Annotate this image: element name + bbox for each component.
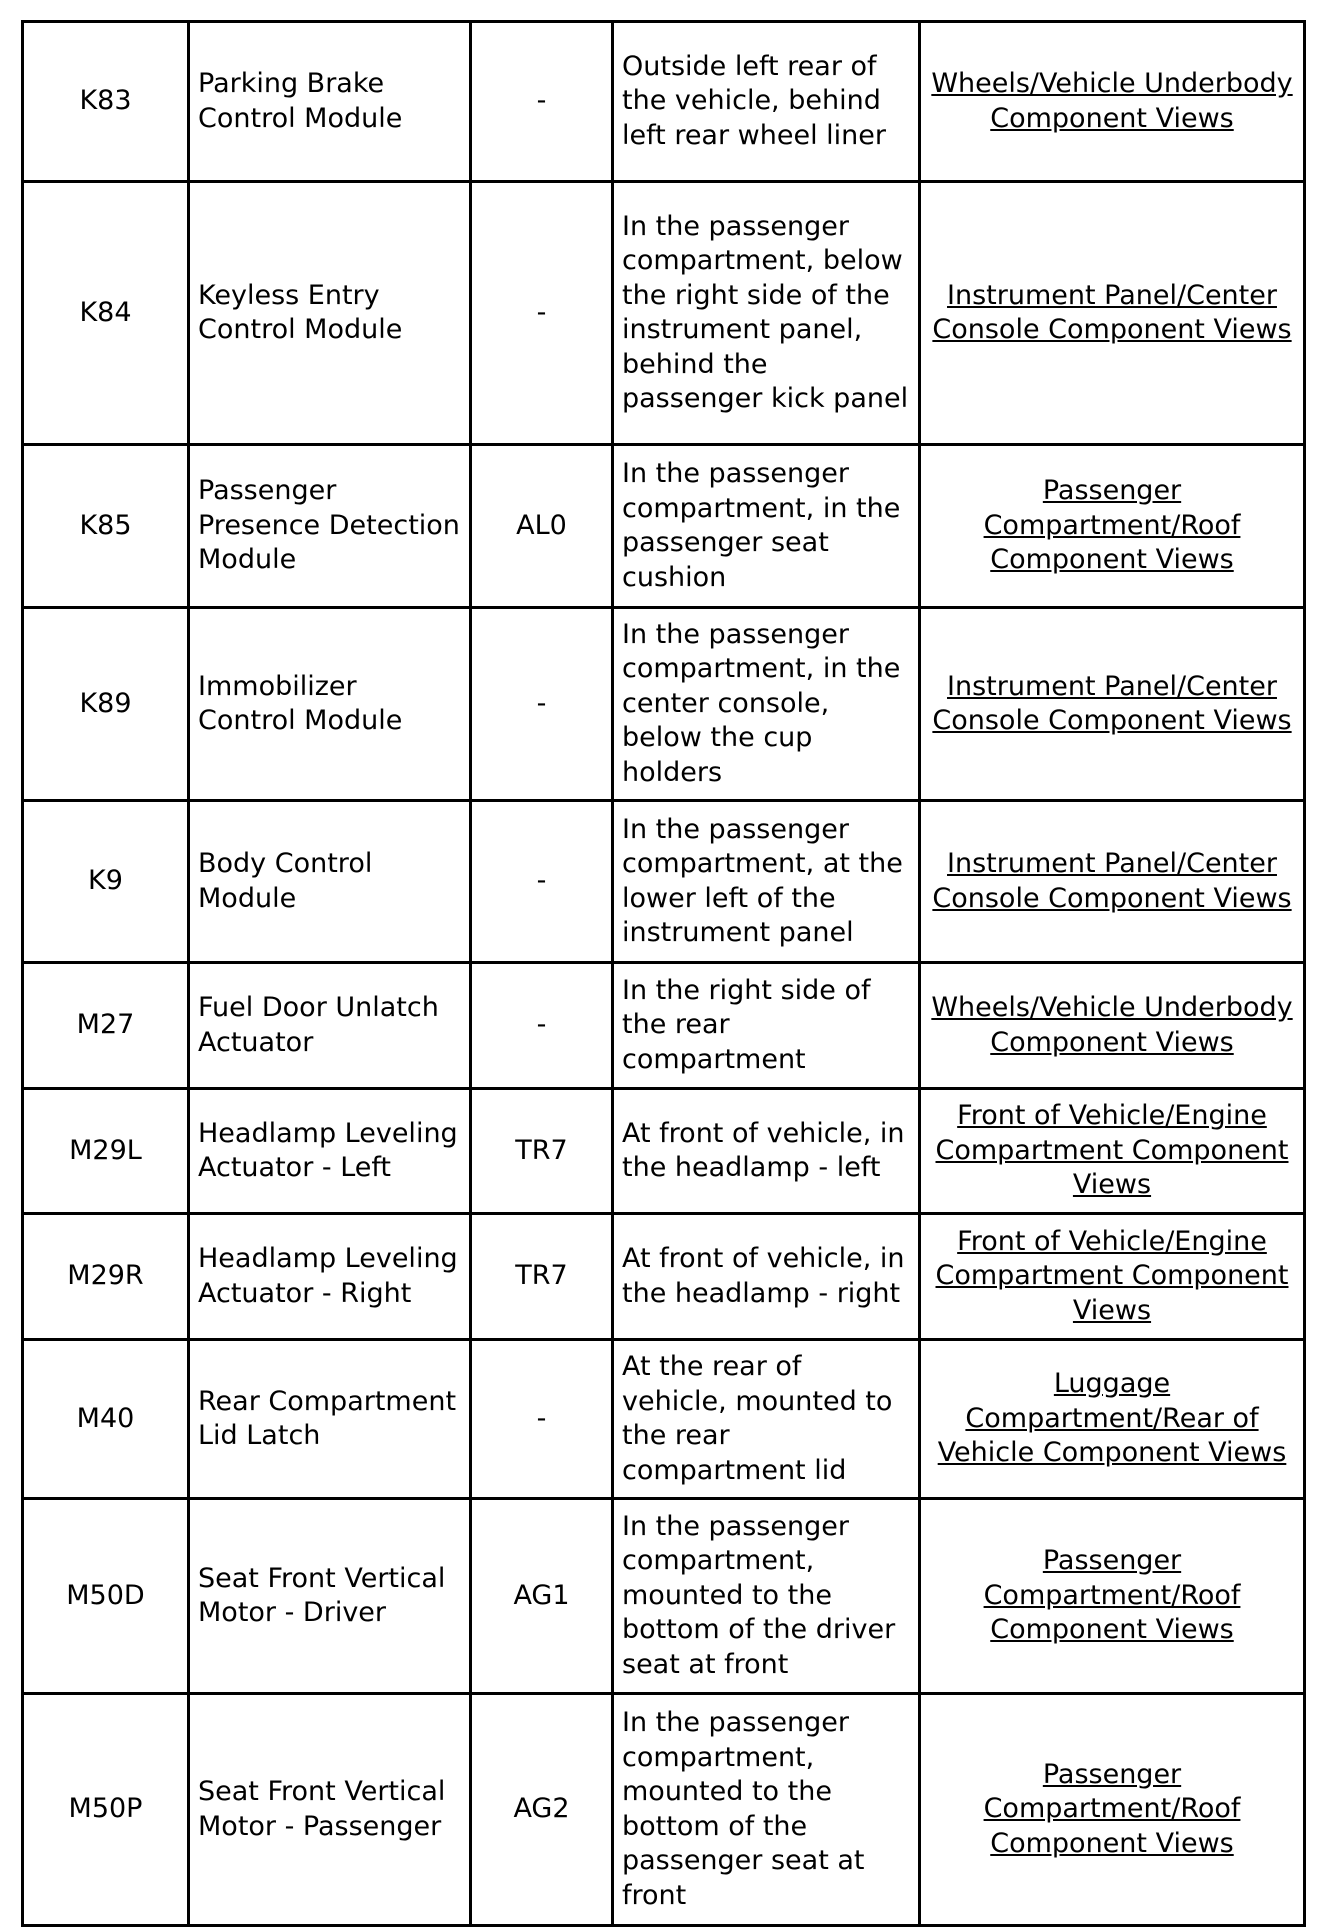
component-id-cell: M27 [21,961,190,1090]
component-location-cell: In the passenger compartment, mounted to… [611,1497,921,1695]
option-code-cell: AG1 [469,1497,614,1695]
component-view-cell: Wheels/Vehicle Underbody Component Views [918,20,1306,183]
component-view-link[interactable]: Front of Vehicle/Engine Compartment Comp… [935,1100,1289,1201]
component-view-cell: Instrument Panel/Center Console Componen… [918,606,1306,802]
table-row: K85 Passenger Presence Detection Module AL… [21,443,1306,609]
component-view-link[interactable]: Instrument Panel/Center Console Componen… [932,279,1292,346]
option-code-cell: AG2 [469,1692,614,1927]
component-location-cell: In the passenger compartment, in the pas… [611,443,921,609]
table-row: M27 Fuel Door Unlatch Actuator - In the rig… [21,961,1306,1090]
component-name-cell: Passenger Presence Detection Module [187,443,472,609]
component-view-link[interactable]: Wheels/Vehicle Underbody Component Views [931,68,1293,134]
table-row: K84 Keyless Entry Control Module - In the p… [21,180,1306,446]
component-location-cell: In the right side of the rear compartmen… [611,961,921,1090]
component-name-cell: Immobilizer Control Module [187,606,472,802]
component-location-cell: Outside left rear of the vehicle, behind… [611,20,921,183]
option-code-cell: - [469,1338,614,1500]
component-id-cell: M50D [21,1497,190,1695]
table-row: K89 Immobilizer Control Module - In the pas… [21,606,1306,802]
component-view-cell: Passenger Compartment/Roof Component Vie… [918,1497,1306,1695]
component-id-cell: K84 [21,180,190,446]
component-location-cell: In the passenger compartment, at the low… [611,799,921,964]
option-code-cell: - [469,180,614,446]
table-row: M29L Headlamp Leveling Actuator - Left TR7… [21,1087,1306,1215]
table-row: M40 Rear Compartment Lid Latch - At the rea… [21,1338,1306,1500]
table-row: M50D Seat Front Vertical Motor - Driver AG… [21,1497,1306,1695]
option-code-cell: - [469,20,614,183]
component-view-link[interactable]: Front of Vehicle/Engine Compartment Comp… [935,1225,1289,1326]
component-location-cell: At front of vehicle, in the headlamp - l… [611,1087,921,1215]
component-name-cell: Seat Front Vertical Motor - Passenger [187,1692,472,1927]
component-location-cell: At the rear of vehicle, mounted to the r… [611,1338,921,1500]
component-location-cell: In the passenger compartment, mounted to… [611,1692,921,1927]
component-view-cell: Passenger Compartment/Roof Component Vie… [918,1692,1306,1927]
component-id-cell: K9 [21,799,190,964]
component-name-cell: Parking Brake Control Module [187,20,472,183]
option-code-cell: AL0 [469,443,614,609]
component-view-link[interactable]: Passenger Compartment/Roof Component Vie… [983,475,1241,576]
component-name-cell: Rear Compartment Lid Latch [187,1338,472,1500]
table-row: K83 Parking Brake Control Module - Outside … [21,20,1306,183]
component-view-link[interactable]: Instrument Panel/Center Console Componen… [932,670,1292,737]
component-locator-table: K83 Parking Brake Control Module - Outside … [21,20,1306,1927]
component-view-cell: Instrument Panel/Center Console Componen… [918,180,1306,446]
component-name-cell: Body Control Module [187,799,472,964]
table-row: K9 Body Control Module - In the passenger c… [21,799,1306,964]
component-name-cell: Headlamp Leveling Actuator - Right [187,1212,472,1341]
component-id-cell: K85 [21,443,190,609]
component-location-cell: At front of vehicle, in the headlamp - r… [611,1212,921,1341]
table-row: M50P Seat Front Vertical Motor - Passenge… [21,1692,1306,1927]
table-row: M29R Headlamp Leveling Actuator - Right TR… [21,1212,1306,1341]
component-id-cell: K83 [21,20,190,183]
component-id-cell: K89 [21,606,190,802]
component-id-cell: M29L [21,1087,190,1215]
component-name-cell: Seat Front Vertical Motor - Driver [187,1497,472,1695]
component-view-cell: Instrument Panel/Center Console Componen… [918,799,1306,964]
option-code-cell: - [469,799,614,964]
component-location-cell: In the passenger compartment, in the cen… [611,606,921,802]
component-name-cell: Keyless Entry Control Module [187,180,472,446]
component-view-cell: Front of Vehicle/Engine Compartment Comp… [918,1212,1306,1341]
component-location-cell: In the passenger compartment, below the … [611,180,921,446]
component-view-link[interactable]: Passenger Compartment/Roof Component Vie… [983,1758,1241,1859]
component-id-cell: M50P [21,1692,190,1927]
component-id-cell: M29R [21,1212,190,1341]
component-view-cell: Passenger Compartment/Roof Component Vie… [918,443,1306,609]
option-code-cell: TR7 [469,1087,614,1215]
option-code-cell: - [469,961,614,1090]
component-view-link[interactable]: Passenger Compartment/Roof Component Vie… [983,1545,1241,1646]
component-view-cell: Front of Vehicle/Engine Compartment Comp… [918,1087,1306,1215]
component-view-link[interactable]: Instrument Panel/Center Console Componen… [932,848,1292,914]
component-view-link[interactable]: Luggage Compartment/Rear of Vehicle Comp… [937,1368,1287,1469]
component-view-cell: Wheels/Vehicle Underbody Component Views [918,961,1306,1090]
option-code-cell: TR7 [469,1212,614,1341]
component-view-link[interactable]: Wheels/Vehicle Underbody Component Views [931,992,1293,1058]
component-id-cell: M40 [21,1338,190,1500]
option-code-cell: - [469,606,614,802]
component-name-cell: Headlamp Leveling Actuator - Left [187,1087,472,1215]
component-view-cell: Luggage Compartment/Rear of Vehicle Comp… [918,1338,1306,1500]
component-name-cell: Fuel Door Unlatch Actuator [187,961,472,1090]
